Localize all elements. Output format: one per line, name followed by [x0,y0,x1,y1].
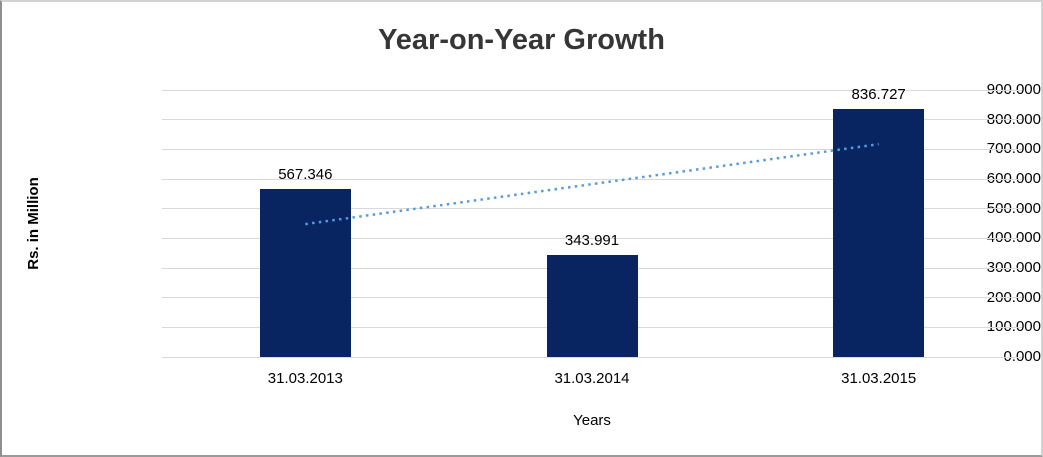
bar-data-label: 567.346 [278,165,333,183]
trendline-path [305,142,879,226]
x-category-label: 31.03.2014 [554,370,630,387]
gridline [162,178,1022,180]
gridline [162,119,1022,121]
trendline [305,142,879,226]
chart-title: Year-on-Year Growth [378,24,665,56]
bar-data-label: 343.991 [564,231,620,249]
y-axis-title-text: Rs. in Million [24,177,42,270]
plot-area [162,89,1022,358]
gridline [162,356,1022,358]
bar-data-label: 836.727 [851,85,906,103]
x-category-label: 31.03.2013 [267,370,343,387]
y-tick-label: 0.000 [1003,348,1041,365]
bar [259,188,351,357]
gridline [162,237,1022,239]
bar [546,254,638,357]
bar [833,108,925,357]
gridline [162,208,1022,210]
gridline [162,148,1022,150]
y-axis-title: Rs. in Million [20,90,46,357]
x-category-label: 31.03.2015 [841,370,917,387]
x-axis-title: Years [573,412,611,429]
gridline [162,89,1022,91]
